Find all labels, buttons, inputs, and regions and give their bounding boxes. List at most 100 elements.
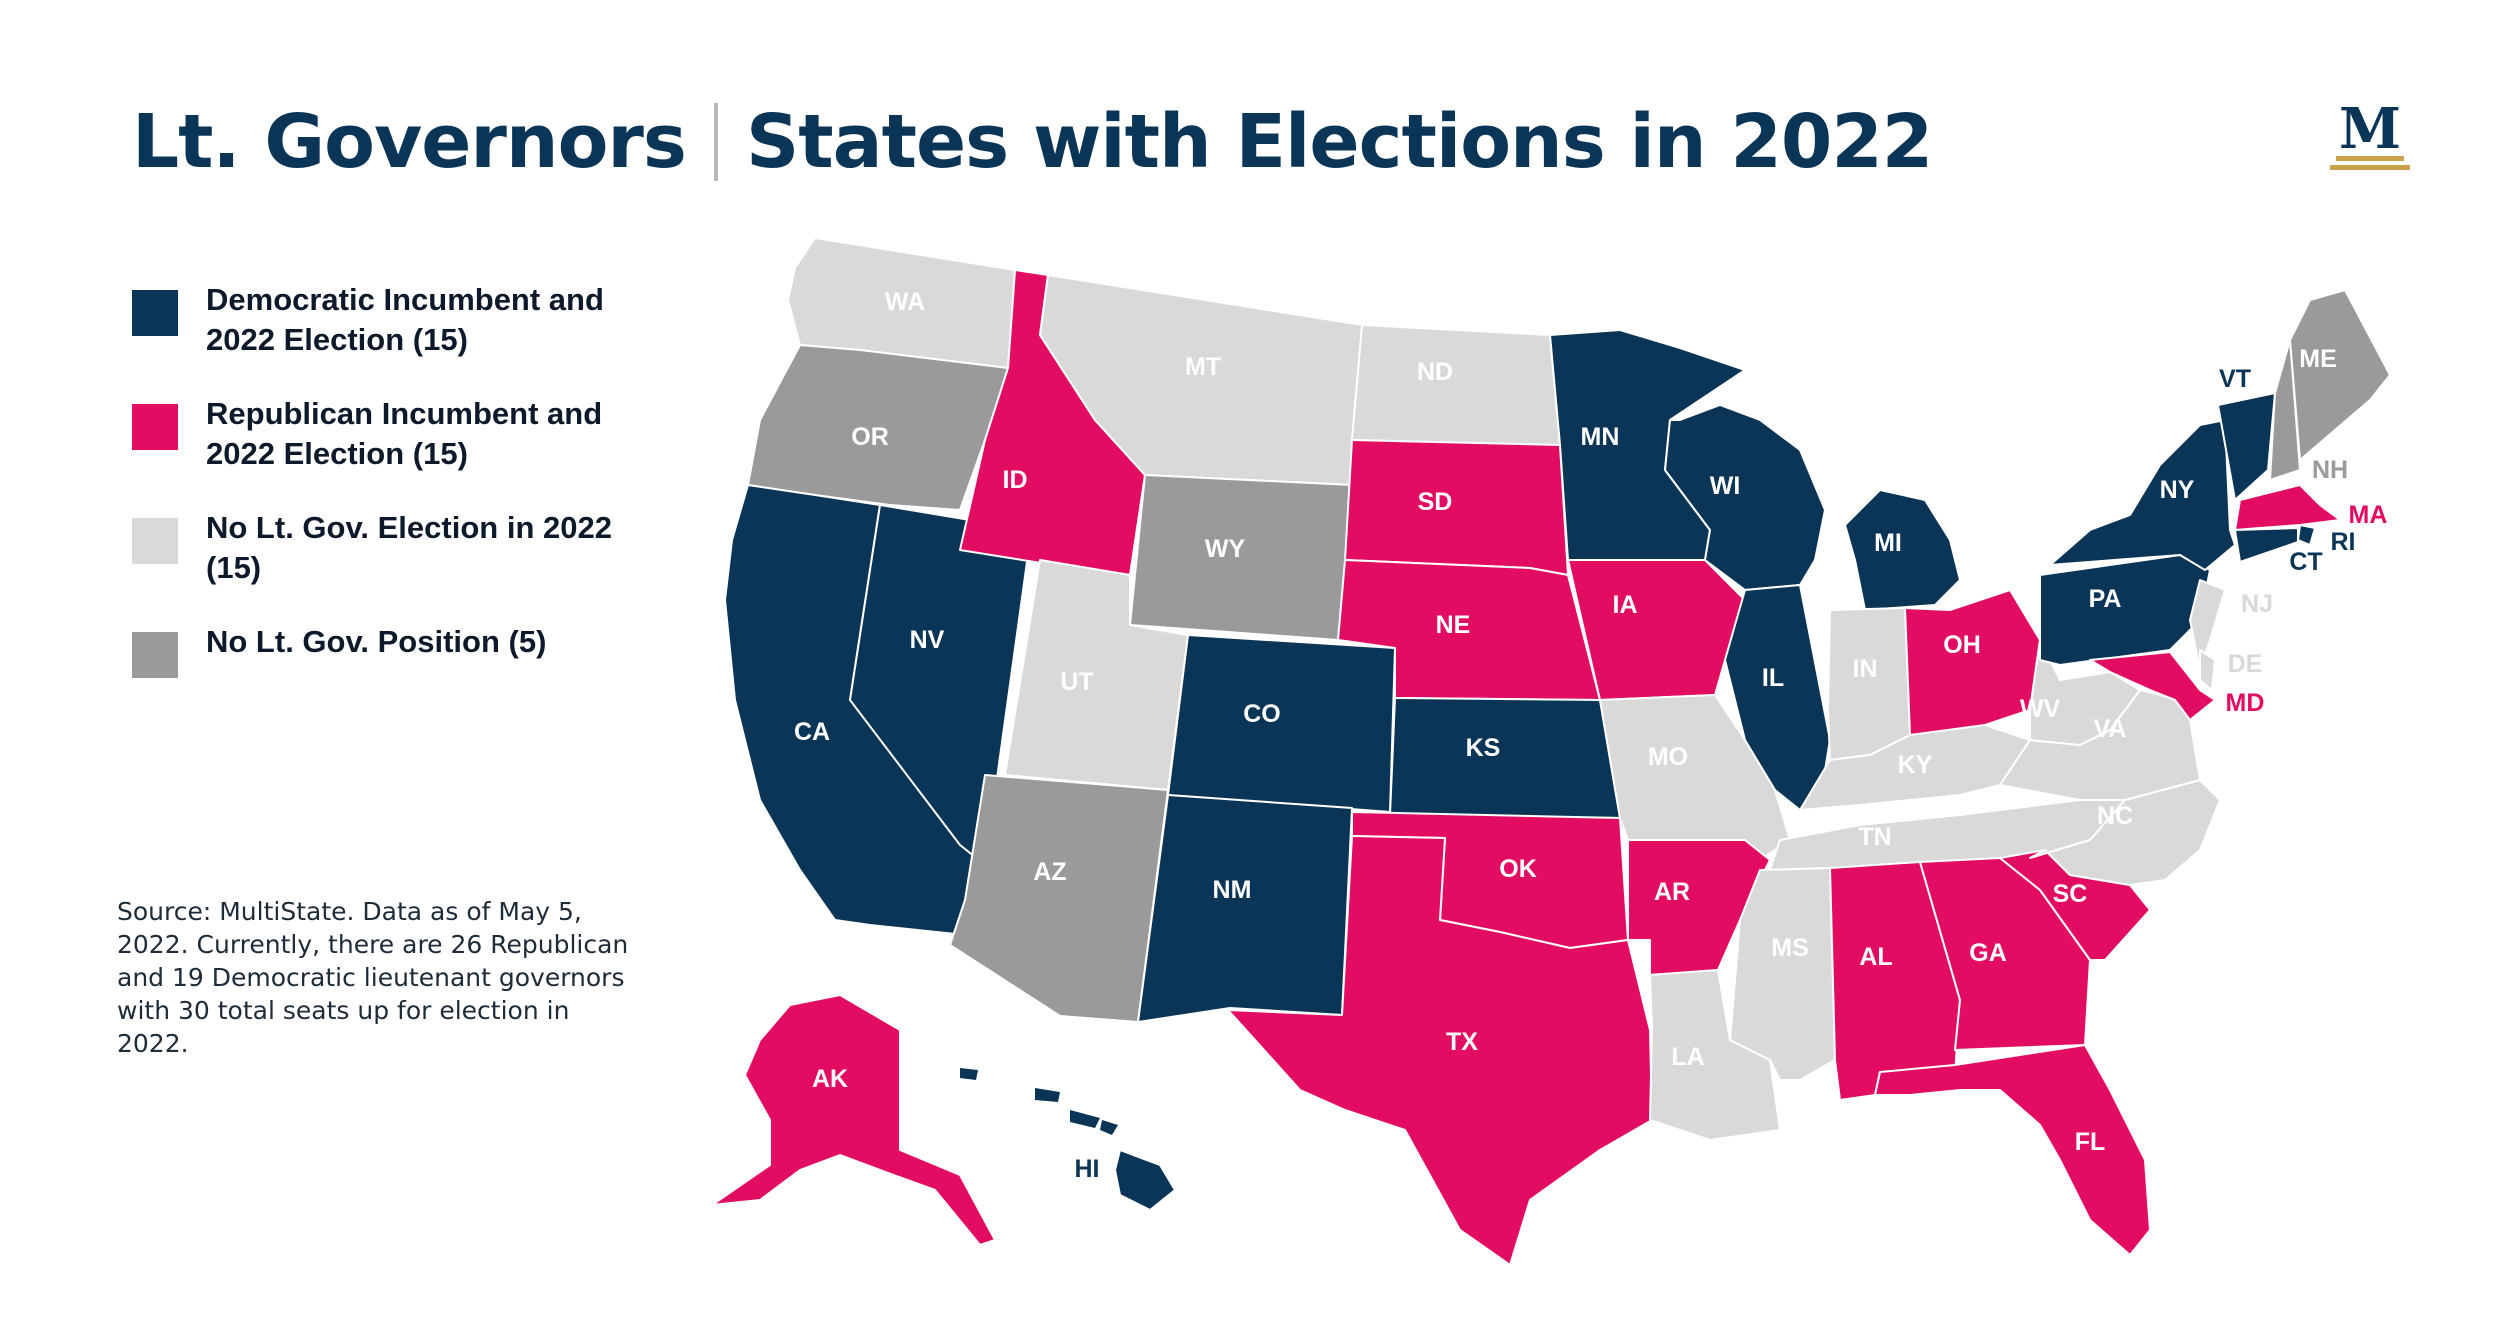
state-or xyxy=(747,344,1009,511)
state-ny xyxy=(2049,419,2236,571)
state-label-me: ME xyxy=(2299,345,2337,373)
legend-item-dem: Democratic Incumbent and 2022 Election (… xyxy=(132,280,612,360)
state-label-tx: TX xyxy=(1446,1028,1478,1056)
logo-letter: M xyxy=(2339,98,2401,162)
state-label-vt: VT xyxy=(2219,365,2251,393)
page-title: Lt. Governors States with Elections in 2… xyxy=(132,92,1933,192)
state-label-ut: UT xyxy=(1060,668,1093,696)
state-ia xyxy=(1567,559,1746,701)
state-ri xyxy=(2297,524,2316,546)
state-label-ia: IA xyxy=(1613,591,1638,619)
map-legend: Democratic Incumbent and 2022 Election (… xyxy=(132,280,612,712)
state-label-ky: KY xyxy=(1898,751,1933,779)
legend-label-rep: Republican Incumbent and 2022 Election (… xyxy=(206,396,603,471)
state-label-nv: NV xyxy=(910,626,945,654)
legend-label-no-election: No Lt. Gov. Election in 2022 (15) xyxy=(206,510,612,585)
state-label-mn: MN xyxy=(1581,423,1620,451)
legend-item-no-position: No Lt. Gov. Position (5) xyxy=(132,622,612,678)
state-co xyxy=(1167,634,1396,813)
state-label-wi: WI xyxy=(1710,472,1741,500)
state-ak xyxy=(711,994,996,1246)
state-label-mt: MT xyxy=(1185,353,1221,381)
state-label-or: OR xyxy=(851,423,889,451)
legend-item-rep: Republican Incumbent and 2022 Election (… xyxy=(132,394,612,474)
state-label-nc: NC xyxy=(2097,802,2133,830)
state-label-ca: CA xyxy=(794,718,830,746)
legend-label-no-position: No Lt. Gov. Position (5) xyxy=(206,624,547,659)
title-lt-governors: Lt. Governors xyxy=(132,99,687,185)
state-label-co: CO xyxy=(1243,700,1281,728)
state-label-nj: NJ xyxy=(2241,590,2273,618)
state-label-ms: MS xyxy=(1771,934,1809,962)
legend-label-dem: Democratic Incumbent and 2022 Election (… xyxy=(206,282,604,357)
title-subject: States with Elections in 2022 xyxy=(745,99,1933,185)
state-label-de: DE xyxy=(2228,650,2263,678)
state-label-mo: MO xyxy=(1648,743,1688,771)
state-de xyxy=(2199,649,2216,691)
state-label-md: MD xyxy=(2226,689,2265,717)
state-tx xyxy=(1227,835,1653,1266)
state-hi-island-1 xyxy=(1035,1088,1060,1102)
state-label-hi: HI xyxy=(1075,1155,1100,1183)
state-fl xyxy=(1874,1044,2151,1256)
state-hi-island-2 xyxy=(1070,1110,1100,1128)
state-me xyxy=(2289,289,2391,461)
state-label-fl: FL xyxy=(2075,1128,2106,1156)
state-label-la: LA xyxy=(1671,1043,1704,1071)
state-label-ny: NY xyxy=(2160,476,2195,504)
state-hi-island-0 xyxy=(960,1068,978,1080)
state-nm xyxy=(1137,794,1353,1023)
state-pa xyxy=(2039,554,2211,666)
state-label-mi: MI xyxy=(1874,529,1902,557)
state-label-pa: PA xyxy=(2089,585,2122,613)
state-nc xyxy=(2029,779,2221,886)
state-label-al: AL xyxy=(1859,943,1892,971)
state-label-ct: CT xyxy=(2289,548,2322,576)
state-label-ar: AR xyxy=(1654,878,1690,906)
state-label-wv: WV xyxy=(2020,695,2061,723)
state-label-id: ID xyxy=(1003,466,1028,494)
state-az xyxy=(949,774,1169,1023)
title-divider xyxy=(713,103,718,181)
state-mi xyxy=(1844,489,1961,611)
state-label-wy: WY xyxy=(1205,535,1246,563)
state-label-ok: OK xyxy=(1499,855,1537,883)
state-hi xyxy=(1114,1149,1176,1211)
legend-swatch-no-position xyxy=(132,632,178,678)
legend-swatch-dem xyxy=(132,290,178,336)
state-hi-island-3 xyxy=(1100,1120,1118,1135)
state-vt xyxy=(2217,392,2276,501)
state-sd xyxy=(1344,439,1569,576)
state-label-ne: NE xyxy=(1436,611,1471,639)
state-label-sd: SD xyxy=(1418,488,1453,516)
state-label-az: AZ xyxy=(1033,858,1066,886)
state-label-in: IN xyxy=(1853,655,1878,683)
legend-swatch-rep xyxy=(132,404,178,450)
state-ct xyxy=(2234,527,2299,563)
state-ks xyxy=(1389,697,1621,819)
state-label-nm: NM xyxy=(1213,876,1252,904)
state-label-ga: GA xyxy=(1969,939,2007,967)
legend-swatch-no-election xyxy=(132,518,178,564)
state-md xyxy=(2089,651,2216,721)
source-note: Source: MultiState. Data as of May 5, 20… xyxy=(117,897,629,1058)
state-label-oh: OH xyxy=(1943,631,1981,659)
state-la xyxy=(1649,969,1781,1141)
state-label-ri: RI xyxy=(2331,528,2356,556)
state-in xyxy=(1827,607,1911,761)
state-ma xyxy=(2234,484,2341,531)
state-label-wa: WA xyxy=(885,288,925,316)
state-label-ma: MA xyxy=(2349,501,2388,529)
state-label-tn: TN xyxy=(1858,823,1891,851)
multistate-logo: M xyxy=(2330,98,2410,170)
legend-item-no-election: No Lt. Gov. Election in 2022 (15) xyxy=(132,508,612,588)
state-label-ks: KS xyxy=(1466,734,1501,762)
state-label-nd: ND xyxy=(1417,358,1453,386)
state-label-nh: NH xyxy=(2312,456,2348,484)
state-label-ak: AK xyxy=(812,1065,848,1093)
state-label-va: VA xyxy=(2094,715,2127,743)
state-label-sc: SC xyxy=(2053,880,2088,908)
state-nd xyxy=(1351,324,1561,446)
state-mo xyxy=(1599,694,1791,861)
